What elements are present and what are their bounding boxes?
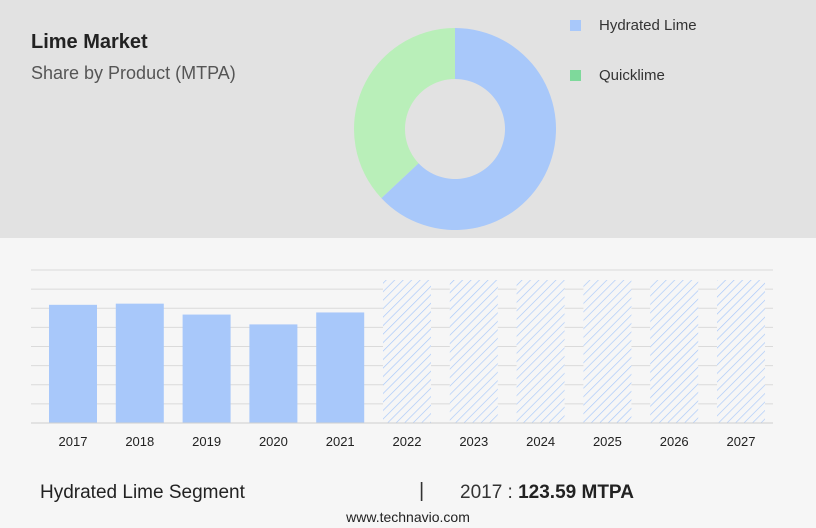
chart-subtitle: Share by Product (MTPA) <box>31 63 236 83</box>
bar-chart: 2017 2018 2019 2020 2021 2022 2023 2024 2025 2026… <box>31 269 773 449</box>
bar-2017 <box>49 304 97 423</box>
x-tick-label-2018: 2018 <box>125 434 154 449</box>
segment-amount: 123.59 MTPA <box>518 482 634 503</box>
legend-swatch-hydrated-lime <box>570 20 581 31</box>
x-tick-label-2023: 2023 <box>459 434 488 449</box>
legend-label-quicklime: Quicklime <box>599 67 665 84</box>
chart-title: Lime Market <box>31 31 148 53</box>
x-tick-label-2021: 2021 <box>326 434 355 449</box>
x-tick-label-2017: 2017 <box>59 434 88 449</box>
segment-year: 2017 : <box>460 482 513 503</box>
segment-value: 2017 : 123.59 MTPA <box>460 482 634 504</box>
forecast-bar-2026 <box>650 280 699 423</box>
top-panel: Lime Market Share by Product (MTPA) Hydr… <box>0 0 816 238</box>
x-tick-label-2020: 2020 <box>259 434 288 449</box>
forecast-bar-2022 <box>383 280 431 423</box>
bar-2021 <box>316 312 365 423</box>
forecast-bar-2027 <box>717 280 765 423</box>
bar-2018 <box>115 303 164 423</box>
bar-2019 <box>182 314 231 423</box>
forecast-bar-2025 <box>583 280 632 423</box>
forecast-bar-2024 <box>516 280 565 423</box>
x-tick-label-2024: 2024 <box>526 434 555 449</box>
forecast-bar-2023 <box>449 280 498 423</box>
x-tick-label-2022: 2022 <box>393 434 422 449</box>
donut-slice-hydrated-lime <box>381 28 556 230</box>
donut-slice-quicklime <box>354 28 455 199</box>
x-tick-label-2025: 2025 <box>593 434 622 449</box>
donut-chart <box>354 28 556 230</box>
x-tick-label-2027: 2027 <box>727 434 756 449</box>
x-tick-label-2019: 2019 <box>192 434 221 449</box>
bar-2020 <box>249 324 298 423</box>
x-tick-label-2026: 2026 <box>660 434 689 449</box>
footer-separator: | <box>419 480 425 502</box>
legend-item-quicklime: Quicklime <box>570 67 665 84</box>
legend-label-hydrated-lime: Hydrated Lime <box>599 17 697 34</box>
segment-label: Hydrated Lime Segment <box>40 482 245 503</box>
site-link[interactable]: www.technavio.com <box>346 509 470 525</box>
legend-item-hydrated-lime: Hydrated Lime <box>570 17 697 34</box>
legend-swatch-quicklime <box>570 70 581 81</box>
